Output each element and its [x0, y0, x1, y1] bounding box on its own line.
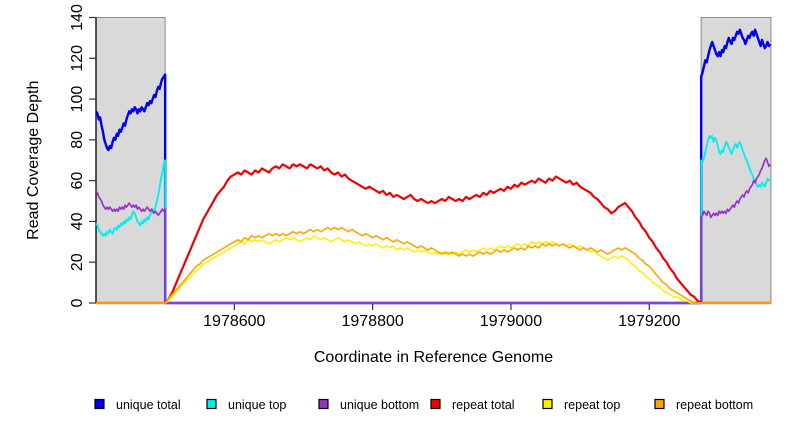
- legend-label: repeat bottom: [676, 398, 753, 412]
- y-tick-label: 80: [69, 131, 86, 149]
- series-line-unique-bottom: [95, 157, 772, 304]
- y-axis-title: Read Coverage Depth: [25, 81, 42, 240]
- y-tick-label: 120: [69, 45, 86, 72]
- series-line-repeat-top: [96, 234, 771, 304]
- series-line-unique-top: [95, 134, 771, 304]
- y-tick-label: 140: [69, 4, 86, 31]
- legend-label: unique total: [116, 398, 181, 412]
- axes: 0 20 40 60 80 100 120 140 1978600 1978800 1979000 1…: [69, 4, 771, 330]
- shaded-regions: [95, 17, 772, 304]
- legend-label: repeat total: [452, 398, 515, 412]
- legend-swatch: [654, 398, 665, 410]
- x-tick-label: 1979000: [480, 313, 542, 330]
- legend-swatch: [94, 398, 105, 410]
- shaded-region: [95, 17, 166, 304]
- series-line-unique-total: [95, 28, 772, 305]
- shaded-region: [700, 17, 772, 304]
- x-tick-label: 1978600: [203, 313, 265, 330]
- legend: unique total unique top unique bottom repea…: [94, 398, 753, 412]
- series-line-repeat-bottom: [96, 226, 771, 304]
- series-lines: [95, 28, 772, 305]
- x-tick-label: 1978800: [341, 313, 403, 330]
- y-tick-label: 100: [69, 86, 86, 113]
- series-line-repeat-total: [96, 163, 771, 305]
- x-axis-title: Coordinate in Reference Genome: [314, 349, 553, 366]
- legend-swatch: [318, 398, 329, 410]
- legend-label: unique bottom: [340, 398, 419, 412]
- legend-swatch: [542, 398, 553, 410]
- y-tick-label: 40: [69, 212, 86, 230]
- x-tick-label: 1979200: [618, 313, 680, 330]
- y-tick-label: 20: [69, 253, 86, 271]
- legend-swatch: [206, 398, 217, 410]
- legend-swatch: [430, 398, 441, 410]
- y-tick-label: 60: [69, 172, 86, 190]
- legend-label: repeat top: [564, 398, 620, 412]
- legend-label: unique top: [228, 398, 286, 412]
- y-tick-label: 0: [69, 298, 86, 307]
